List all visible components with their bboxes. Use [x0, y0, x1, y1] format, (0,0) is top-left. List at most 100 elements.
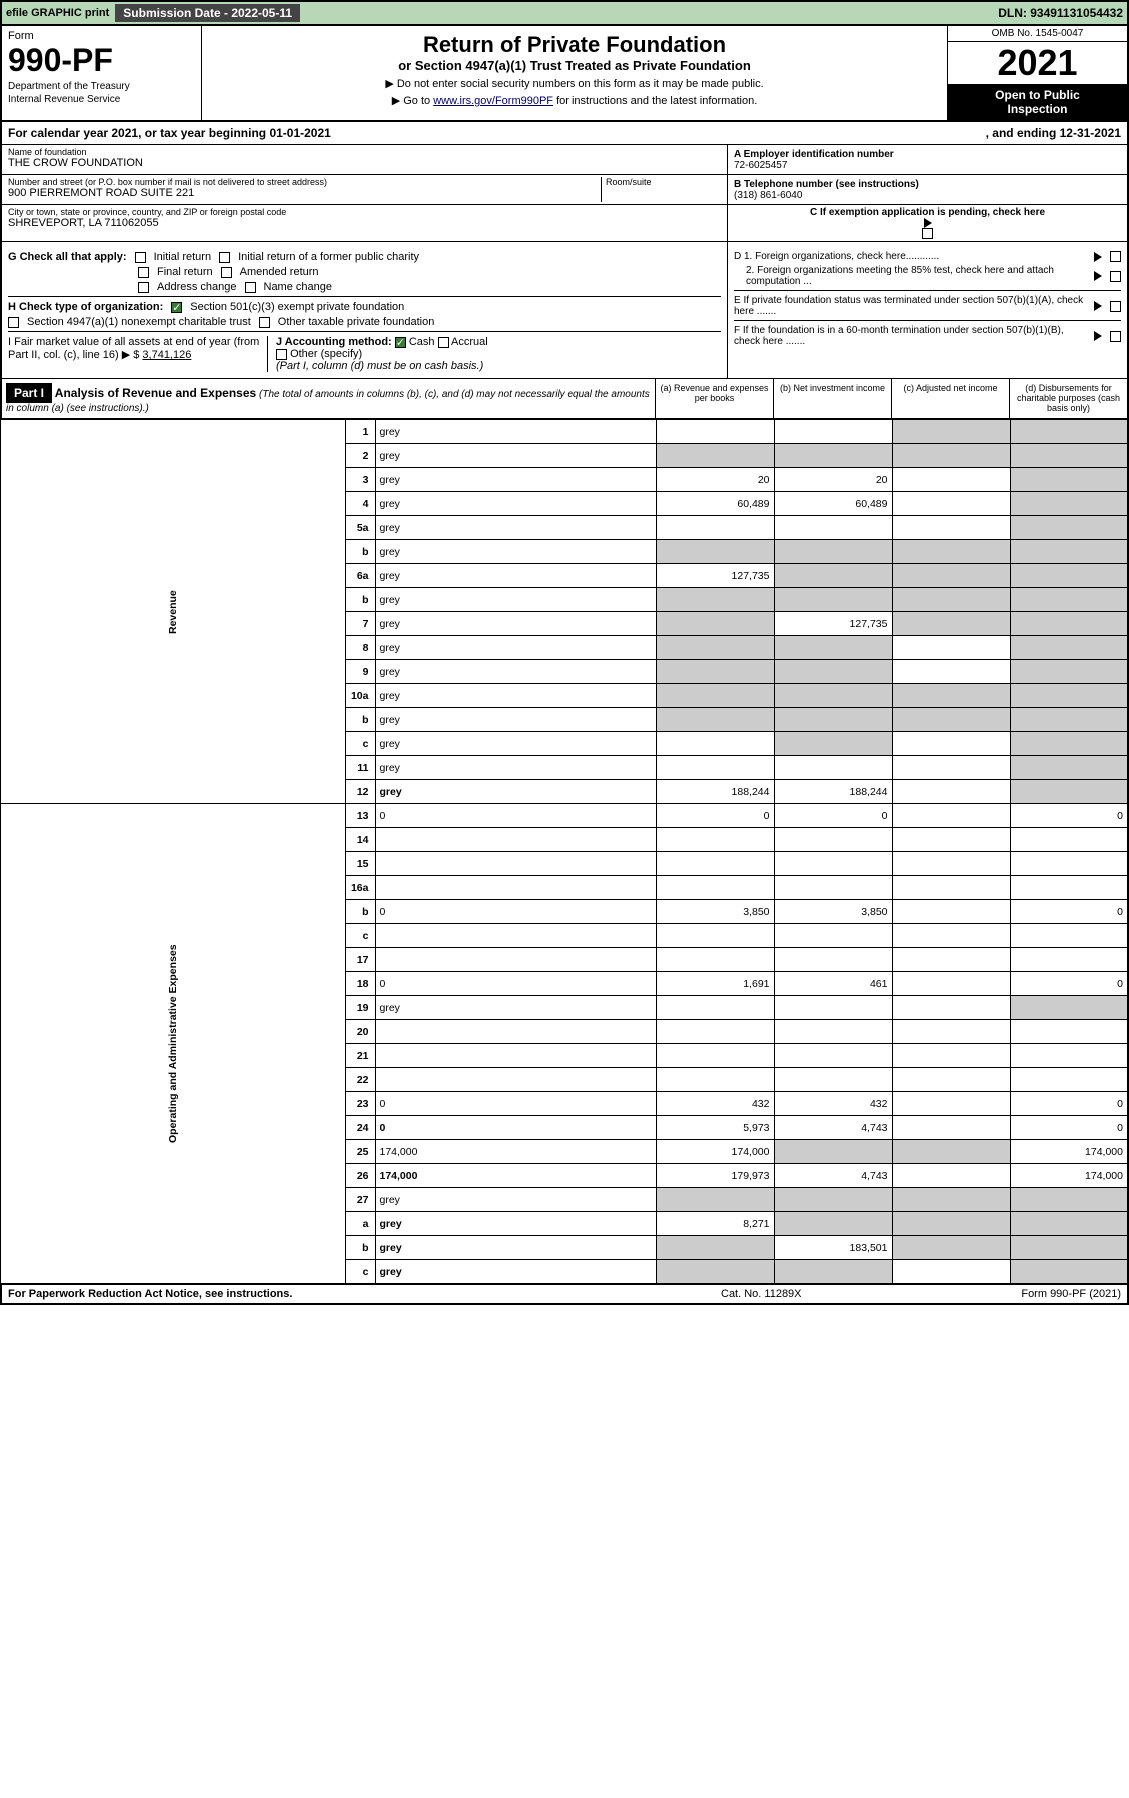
cell-b: [774, 1188, 892, 1212]
cell-b: [774, 1044, 892, 1068]
cell-c: [892, 1140, 1010, 1164]
footer-cat: Cat. No. 11289X: [721, 1288, 921, 1300]
line-number: b: [345, 900, 375, 924]
form-header: Form 990-PF Department of the Treasury I…: [0, 26, 1129, 122]
addr-label: Number and street (or P.O. box number if…: [8, 177, 601, 187]
line-number: 27: [345, 1188, 375, 1212]
line-description: [375, 924, 656, 948]
revenue-side-label: Revenue: [1, 420, 345, 804]
irs-link[interactable]: www.irs.gov/Form990PF: [433, 95, 553, 107]
cell-c: [892, 804, 1010, 828]
d1-checkbox[interactable]: [1110, 251, 1121, 262]
cell-b: 60,489: [774, 492, 892, 516]
cell-a: 179,973: [656, 1164, 774, 1188]
line-description: grey: [375, 660, 656, 684]
cell-d: [1010, 636, 1128, 660]
f-label: F If the foundation is in a 60-month ter…: [734, 325, 1086, 347]
cell-b: [774, 588, 892, 612]
line-description: grey: [375, 996, 656, 1020]
cell-a: [656, 828, 774, 852]
line-description: 0: [375, 900, 656, 924]
cell-c: [892, 876, 1010, 900]
cell-a: [656, 588, 774, 612]
h-501c3[interactable]: [171, 302, 182, 313]
dln: DLN: 93491131054432: [998, 6, 1123, 20]
phone-label: B Telephone number (see instructions): [734, 179, 1121, 190]
cell-b: [774, 876, 892, 900]
e-checkbox[interactable]: [1110, 301, 1121, 312]
room-label: Room/suite: [606, 177, 721, 187]
line-number: 8: [345, 636, 375, 660]
name-label: Name of foundation: [8, 147, 721, 157]
line-description: grey: [375, 444, 656, 468]
cell-d: [1010, 1260, 1128, 1284]
g-amended-return[interactable]: [221, 267, 232, 278]
line-number: 4: [345, 492, 375, 516]
cell-a: [656, 660, 774, 684]
cell-c: [892, 756, 1010, 780]
line-description: grey: [375, 1212, 656, 1236]
cell-a: [656, 948, 774, 972]
g-address-change[interactable]: [138, 282, 149, 293]
cell-b: [774, 996, 892, 1020]
line-description: [375, 828, 656, 852]
cell-a: [656, 444, 774, 468]
line-number: b: [345, 708, 375, 732]
page-footer: For Paperwork Reduction Act Notice, see …: [0, 1284, 1129, 1305]
line-number: 16a: [345, 876, 375, 900]
line-description: 174,000: [375, 1164, 656, 1188]
cell-b: [774, 1140, 892, 1164]
j-accrual[interactable]: [438, 337, 449, 348]
dept-treasury: Department of the Treasury: [8, 81, 195, 92]
d2-checkbox[interactable]: [1110, 271, 1121, 282]
tax-year: 2021: [948, 42, 1127, 84]
cell-a: [656, 636, 774, 660]
cell-a: [656, 1236, 774, 1260]
line-description: grey: [375, 756, 656, 780]
cell-a: [656, 684, 774, 708]
line-number: 15: [345, 852, 375, 876]
line-description: grey: [375, 1260, 656, 1284]
cell-a: [656, 1020, 774, 1044]
line-description: 0: [375, 972, 656, 996]
cell-c: [892, 708, 1010, 732]
cell-d: [1010, 708, 1128, 732]
col-c-header: (c) Adjusted net income: [891, 379, 1009, 418]
col-d-header: (d) Disbursements for charitable purpose…: [1009, 379, 1127, 418]
line-number: 23: [345, 1092, 375, 1116]
cell-c: [892, 564, 1010, 588]
line-number: 11: [345, 756, 375, 780]
j-cash[interactable]: [395, 337, 406, 348]
g-name-change[interactable]: [245, 282, 256, 293]
line-description: grey: [375, 564, 656, 588]
cell-a: 188,244: [656, 780, 774, 804]
cell-d: [1010, 540, 1128, 564]
ein-label: A Employer identification number: [734, 149, 1121, 160]
h-other-taxable[interactable]: [259, 317, 270, 328]
cell-c: [892, 1116, 1010, 1140]
expenses-side-label: Operating and Administrative Expenses: [1, 804, 345, 1284]
part1-title: Analysis of Revenue and Expenses: [55, 386, 256, 400]
cell-c: [892, 1092, 1010, 1116]
j-other[interactable]: [276, 349, 287, 360]
cell-a: 5,973: [656, 1116, 774, 1140]
g-initial-former[interactable]: [219, 252, 230, 263]
cell-a: 127,735: [656, 564, 774, 588]
line-description: [375, 1044, 656, 1068]
cell-b: 4,743: [774, 1164, 892, 1188]
cell-b: [774, 948, 892, 972]
exemption-checkbox[interactable]: [922, 228, 933, 239]
triangle-icon: [1094, 331, 1102, 341]
line-description: grey: [375, 1188, 656, 1212]
g-final-return[interactable]: [138, 267, 149, 278]
cell-c: [892, 684, 1010, 708]
city-state-zip: SHREVEPORT, LA 711062055: [8, 217, 721, 229]
cell-a: 174,000: [656, 1140, 774, 1164]
cell-b: [774, 636, 892, 660]
g-initial-return[interactable]: [135, 252, 146, 263]
warn-goto: ▶ Go to www.irs.gov/Form990PF for instru…: [208, 94, 941, 107]
f-checkbox[interactable]: [1110, 331, 1121, 342]
h-4947[interactable]: [8, 317, 19, 328]
cell-a: 3,850: [656, 900, 774, 924]
line-description: grey: [375, 708, 656, 732]
